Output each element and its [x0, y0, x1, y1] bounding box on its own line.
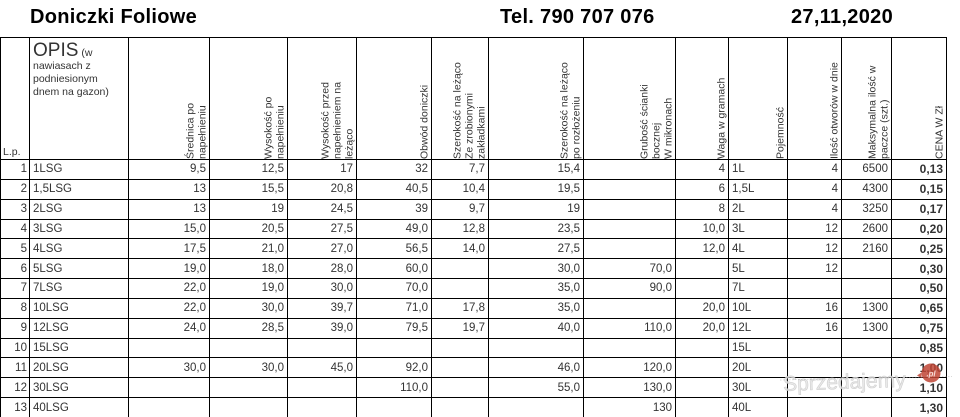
- svg-text:.pl: .pl: [926, 370, 936, 379]
- svg-text:Sprzedajemy: Sprzedajemy: [783, 369, 907, 395]
